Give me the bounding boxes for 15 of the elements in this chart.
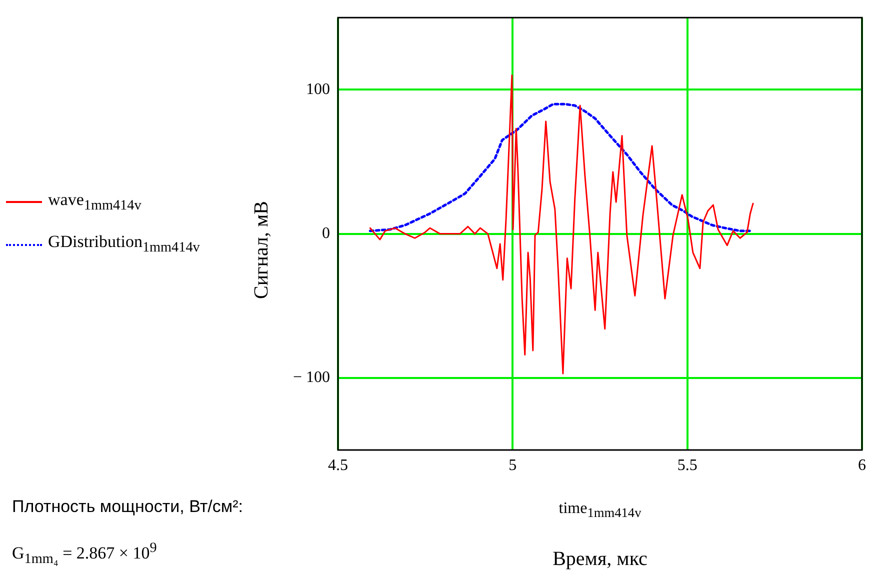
x-tick-label: 6 [858, 456, 866, 474]
y-tick-label: − 100 [292, 369, 330, 386]
y-tick-label: 100 [306, 80, 330, 98]
x-tick-label: 5 [508, 456, 517, 474]
x-axis-title: time$_{1mm414v}$ [558, 500, 642, 522]
x-tick-label: 5.5 [677, 456, 698, 474]
line-series [368, 102, 752, 232]
text: Время, мкс [552, 548, 648, 571]
legend-label: wave$_{1mm414v}$ [48, 190, 142, 214]
text: G$_{1mm₄}$ = 2.867 × 10$^{9}$ [12, 540, 157, 568]
legend-label: GDistribution$_{1mm414v}$ [48, 232, 200, 257]
x-tick-label: 4.5 [328, 456, 348, 474]
y-axis-title: Сигнал, мВ [250, 201, 274, 299]
text: Плотность мощности, Вт/см²: [12, 497, 243, 517]
y-tick-label: 0 [322, 225, 330, 242]
